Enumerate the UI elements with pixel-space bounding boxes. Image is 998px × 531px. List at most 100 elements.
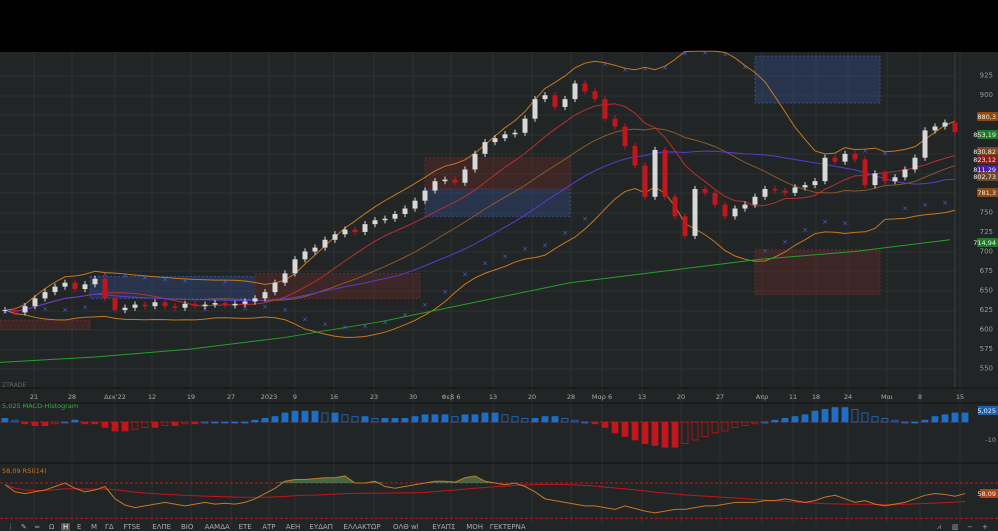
- macd-bar: [351, 416, 359, 423]
- candle: [82, 284, 88, 289]
- chart-type-icon[interactable]: ⩘: [937, 523, 941, 531]
- toolbar-item[interactable]: M: [91, 523, 98, 531]
- price-tick: 900: [980, 91, 993, 99]
- toolbar-item[interactable]: ΒΙΟ: [181, 523, 194, 531]
- candle: [312, 247, 318, 252]
- candle: [612, 118, 618, 127]
- macd-bar: [671, 421, 679, 448]
- macd-bar: [141, 421, 149, 428]
- candle: [852, 153, 858, 160]
- toolbar-item[interactable]: ✎: [21, 523, 27, 531]
- price-label-badge: [977, 172, 998, 181]
- macd-bar: [711, 421, 719, 434]
- candle: [412, 200, 418, 209]
- candle: [62, 282, 68, 287]
- sar-marker: ×: [822, 218, 828, 226]
- toolbar-item[interactable]: ΓΕΚΤΕΡΝΑ: [489, 523, 526, 531]
- sar-marker: ×: [862, 147, 868, 155]
- macd-bar: [751, 421, 759, 425]
- macd-bar: [21, 421, 29, 425]
- top-bar: [0, 0, 998, 52]
- candle: [372, 220, 378, 225]
- macd-bar: [181, 421, 189, 425]
- sar-marker: ×: [42, 305, 48, 313]
- price-tick: 550: [980, 365, 993, 373]
- candle: [342, 229, 348, 235]
- sar-marker: ×: [362, 323, 368, 331]
- macd-bar: [651, 421, 659, 446]
- macd-bar: [51, 421, 59, 425]
- candle: [32, 298, 38, 307]
- bar-icon[interactable]: ▥: [952, 523, 959, 531]
- macd-bar: [611, 421, 619, 434]
- macd-label: 5,025 MACD-Histogram: [2, 402, 78, 410]
- macd-bar: [371, 417, 379, 423]
- price-label-badge: [977, 165, 998, 174]
- macd-bar: [681, 421, 689, 445]
- toolbar-item[interactable]: E: [77, 523, 82, 531]
- sar-marker: ×: [602, 61, 608, 69]
- sar-marker: ×: [482, 259, 488, 267]
- sar-marker: ×: [802, 226, 808, 234]
- macd-bar: [261, 417, 269, 423]
- date-tick: 20: [677, 393, 685, 401]
- macd-bar: [1, 417, 9, 423]
- toolbar-item[interactable]: ΕΤΕ: [238, 523, 252, 531]
- toolbar-item[interactable]: ΕΛΛΑΚΤΩΡ: [343, 523, 381, 531]
- toolbar-item[interactable]: ⋮: [7, 523, 14, 531]
- candle: [202, 304, 208, 307]
- toolbar-item[interactable]: ΟΛΘ wl: [393, 523, 419, 531]
- macd-bar: [851, 408, 859, 423]
- date-tick: 18: [812, 393, 820, 401]
- toolbar-item[interactable]: ΑΕΗ: [285, 523, 301, 531]
- toolbar-item[interactable]: ΑΑΜΔΑ: [204, 523, 230, 531]
- macd-bar: [731, 421, 739, 428]
- price-label: 880,3: [977, 113, 996, 121]
- candle: [582, 83, 588, 92]
- toolbar-item[interactable]: FTSE: [123, 523, 141, 531]
- sar-marker: ×: [382, 318, 388, 326]
- macd-bar: [451, 416, 459, 423]
- macd-bar: [91, 421, 99, 425]
- zoom-out-icon[interactable]: −: [967, 523, 973, 531]
- toolbar-item[interactable]: ΓΔ: [105, 523, 114, 531]
- zoom-in-icon[interactable]: +: [982, 523, 988, 531]
- sar-marker: ×: [422, 301, 428, 309]
- date-tick: 20: [528, 393, 536, 401]
- toolbar-item[interactable]: Ω: [49, 523, 55, 531]
- sar-marker: ×: [222, 278, 228, 286]
- candle: [322, 239, 328, 248]
- ma-mid-line: [4, 150, 956, 312]
- date-tick: 27: [227, 393, 235, 401]
- price-tick: 750: [980, 208, 993, 216]
- toolbar-item[interactable]: ═: [35, 523, 40, 531]
- date-tick: 16: [330, 393, 338, 401]
- macd-bar: [661, 421, 669, 448]
- toolbar-item[interactable]: ΑΤΡ: [262, 523, 276, 531]
- macd-bar: [701, 421, 709, 437]
- candle: [472, 153, 478, 170]
- candle: [92, 278, 98, 285]
- macd-bar: [201, 421, 209, 424]
- macd-bar: [821, 408, 829, 423]
- macd-bar: [101, 421, 109, 428]
- price-tick: 575: [980, 345, 993, 353]
- sar-marker: ×: [842, 220, 848, 228]
- macd-bar: [121, 421, 129, 432]
- date-tick: 9: [293, 393, 297, 401]
- price-tick: 725: [980, 228, 993, 236]
- candle: [692, 188, 698, 236]
- toolbar-item[interactable]: ΕΛΠΕ: [152, 523, 172, 531]
- candle: [492, 138, 498, 143]
- ma-long-line: [0, 239, 951, 363]
- toolbar-item[interactable]: ΕΥΑΠΣ: [432, 523, 456, 531]
- toolbar-item[interactable]: ΕΥΔΑΠ: [309, 523, 333, 531]
- candle: [332, 234, 338, 240]
- sar-marker: ×: [242, 305, 248, 313]
- candle: [402, 208, 408, 214]
- toolbar-item[interactable]: ΜΟΗ: [466, 523, 484, 531]
- candle: [442, 179, 448, 182]
- toolbar-item[interactable]: H: [61, 523, 71, 531]
- sar-marker: ×: [262, 303, 268, 311]
